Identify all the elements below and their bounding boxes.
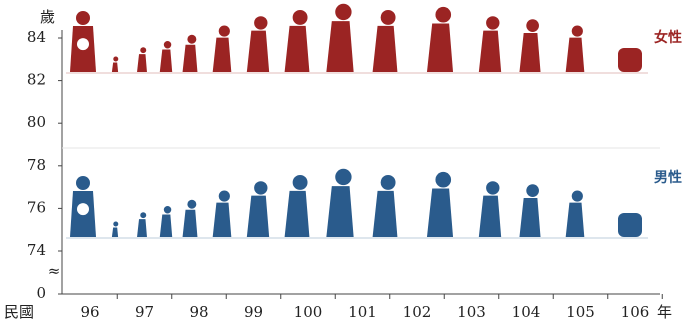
icon xyxy=(571,190,583,202)
icon xyxy=(435,171,452,188)
icon xyxy=(380,175,396,190)
x-tick-label: 105 xyxy=(566,303,595,321)
x-tick-label: 103 xyxy=(457,303,486,321)
pictogram-row xyxy=(70,168,642,237)
y-tick-label: 78 xyxy=(27,156,46,174)
y-tick-label: 80 xyxy=(27,113,46,131)
icon xyxy=(111,227,119,237)
icon xyxy=(218,25,230,37)
icon xyxy=(519,197,541,237)
icon xyxy=(284,190,310,237)
icon xyxy=(187,199,197,209)
x-prefix: 民國 xyxy=(4,303,34,321)
icon xyxy=(565,37,585,72)
icon xyxy=(140,212,147,219)
icon xyxy=(140,47,147,54)
icon xyxy=(182,209,198,237)
icon xyxy=(77,203,89,216)
icon xyxy=(159,49,173,72)
icon xyxy=(137,54,147,72)
icon xyxy=(292,175,308,190)
x-tick-label: 98 xyxy=(189,303,208,321)
icon xyxy=(335,168,352,186)
icon xyxy=(77,38,89,51)
icon xyxy=(526,184,539,197)
icon xyxy=(426,23,454,72)
icon xyxy=(435,6,452,23)
icon xyxy=(526,19,539,32)
y-tick-label: 82 xyxy=(27,71,46,89)
legend-label: 女性 xyxy=(654,29,682,46)
y-tick-label: 0 xyxy=(36,284,46,302)
axis-break: ≈ xyxy=(48,262,61,280)
icon xyxy=(182,44,198,72)
x-tick-label: 101 xyxy=(348,303,377,321)
icon xyxy=(187,34,197,44)
icon xyxy=(246,30,270,72)
icon xyxy=(519,32,541,72)
y-unit: 歲 xyxy=(40,8,55,26)
icon xyxy=(372,25,398,73)
icon xyxy=(111,62,119,72)
icon xyxy=(246,195,270,237)
icon xyxy=(618,48,642,72)
icon xyxy=(486,181,500,195)
x-tick-label: 99 xyxy=(244,303,263,321)
legend-label: 男性 xyxy=(654,169,682,186)
icon xyxy=(571,25,583,37)
icon xyxy=(163,41,172,49)
icon xyxy=(372,190,398,237)
icon xyxy=(426,188,454,237)
icon xyxy=(254,181,268,195)
x-tick-label: 97 xyxy=(135,303,154,321)
icon xyxy=(76,176,90,190)
icon xyxy=(159,214,173,237)
x-suffix: 年 xyxy=(657,303,672,321)
y-tick-label: 74 xyxy=(27,241,46,259)
icon xyxy=(212,37,232,72)
icon xyxy=(218,190,230,202)
icon xyxy=(137,219,147,237)
icon xyxy=(380,10,396,25)
y-tick-label: 84 xyxy=(27,28,46,46)
icon xyxy=(254,16,268,30)
icon xyxy=(284,25,310,73)
icon xyxy=(486,16,500,30)
icon xyxy=(76,11,90,25)
icon xyxy=(113,221,119,227)
icon xyxy=(618,213,642,237)
icon xyxy=(335,3,352,21)
icon xyxy=(326,186,354,237)
x-tick-label: 104 xyxy=(512,303,541,321)
icon xyxy=(478,30,502,72)
icon xyxy=(212,202,232,237)
icon xyxy=(292,10,308,25)
pictogram-row xyxy=(70,3,642,73)
x-tick-label: 100 xyxy=(294,303,323,321)
x-tick-label: 102 xyxy=(403,303,432,321)
icon xyxy=(565,202,585,237)
icon xyxy=(163,206,172,214)
x-tick-label: 96 xyxy=(80,303,99,321)
icon xyxy=(326,21,354,72)
x-tick-label: 106 xyxy=(621,303,650,321)
y-tick-label: 76 xyxy=(27,198,46,216)
icon xyxy=(478,195,502,237)
icon xyxy=(113,56,119,62)
